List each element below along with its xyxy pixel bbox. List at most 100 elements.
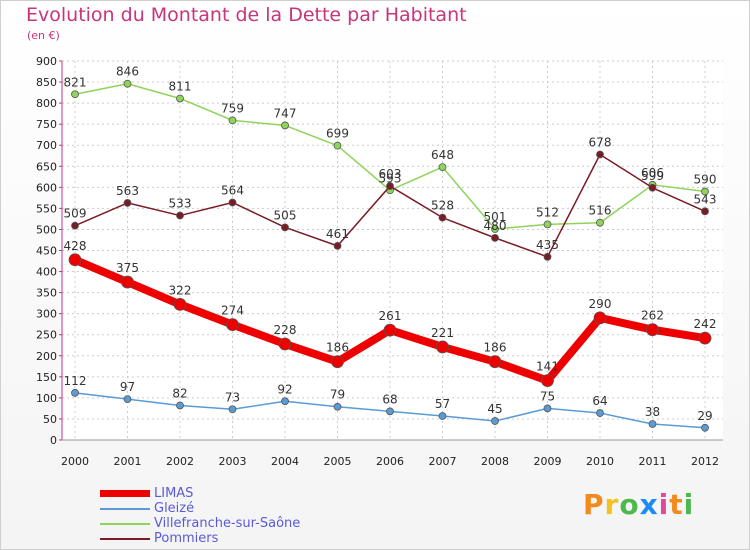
data-label: 461 <box>326 227 349 241</box>
data-label: 428 <box>64 239 87 253</box>
data-label: 528 <box>431 199 454 213</box>
legend-swatch <box>100 522 150 525</box>
data-point <box>491 417 499 425</box>
data-point <box>438 213 447 222</box>
data-point <box>173 298 187 311</box>
data-point <box>596 409 604 417</box>
data-label: 811 <box>169 79 192 93</box>
data-label: 97 <box>120 380 135 394</box>
data-label: 648 <box>431 148 454 162</box>
y-tick-label: 150 <box>36 371 57 384</box>
data-point <box>646 323 659 337</box>
data-label: 261 <box>379 309 402 323</box>
data-label: 79 <box>330 388 345 402</box>
y-tick-label: 550 <box>36 202 57 215</box>
x-tick-label: 2007 <box>429 455 457 468</box>
y-tick-label: 700 <box>36 139 57 152</box>
data-label: 92 <box>277 382 292 396</box>
data-label: 821 <box>64 75 87 89</box>
data-label: 64 <box>592 394 607 408</box>
data-label: 141 <box>536 360 559 374</box>
data-point <box>701 207 709 216</box>
data-label: 593 <box>379 171 402 185</box>
data-label: 435 <box>536 238 559 252</box>
data-label: 505 <box>274 208 297 222</box>
data-point <box>71 90 79 99</box>
data-point <box>488 355 502 369</box>
data-label: 45 <box>487 402 502 416</box>
x-tick-label: 2011 <box>639 455 667 468</box>
data-label: 68 <box>382 392 397 406</box>
data-point <box>123 199 132 207</box>
logo-letter: o <box>619 488 640 521</box>
data-label: 186 <box>326 341 349 355</box>
data-point <box>228 198 237 207</box>
x-tick-label: 2000 <box>61 455 89 468</box>
x-tick-label: 2009 <box>534 455 562 468</box>
data-point <box>438 163 447 172</box>
legend-label: Pommiers <box>154 531 219 546</box>
data-point <box>226 318 239 332</box>
chart-subtitle: (en €) <box>27 29 60 42</box>
y-tick-label: 50 <box>43 413 57 426</box>
data-point <box>701 423 709 432</box>
data-label: 57 <box>435 397 450 411</box>
legend-item: Pommiers <box>100 531 300 546</box>
y-tick-label: 800 <box>36 97 57 110</box>
legend-swatch <box>100 490 150 497</box>
data-point <box>176 211 184 220</box>
y-tick-label: 100 <box>36 392 57 405</box>
data-point <box>333 402 342 411</box>
logo-letter: i <box>658 488 670 521</box>
data-point <box>333 141 342 150</box>
data-point <box>593 311 607 325</box>
data-label: 603 <box>379 167 402 181</box>
data-point <box>68 253 82 267</box>
data-point <box>228 116 237 125</box>
data-point <box>648 420 657 428</box>
data-label: 75 <box>540 389 555 403</box>
y-tick-label: 450 <box>36 245 57 258</box>
legend-label: Villefranche-sur-Saône <box>154 516 301 531</box>
axis-layer: 0 50 100 150 200 250 300 350 400 450 500 550 600 650 7… <box>36 55 723 468</box>
data-point <box>71 388 79 397</box>
y-tick-label: 250 <box>36 329 57 342</box>
data-label: 228 <box>274 323 297 337</box>
x-tick-label: 2001 <box>114 455 142 468</box>
data-label: 759 <box>221 101 244 115</box>
data-point <box>386 407 394 416</box>
data-point <box>123 395 132 404</box>
logo-letter: x <box>639 488 659 521</box>
data-point <box>281 121 289 130</box>
legend-label: LIMAS <box>154 486 194 501</box>
data-label: 29 <box>697 409 712 423</box>
data-label: 599 <box>641 169 664 183</box>
data-point <box>701 187 709 196</box>
data-point <box>228 405 237 414</box>
legend: LIMAS Gleizé Villefranche-sur-Saône Pommier… <box>100 486 300 546</box>
y-tick-label: 750 <box>36 118 57 131</box>
x-tick-label: 2008 <box>481 455 509 468</box>
y-tick-label: 300 <box>36 308 57 321</box>
y-tick-label: 900 <box>36 55 57 68</box>
data-point <box>281 397 289 406</box>
data-label-layer: 112 97 82 73 92 79 68 57 45 75 64 38 29 821 846 811 759 7… <box>64 65 717 423</box>
data-label: 73 <box>225 390 240 404</box>
x-tick-label: 2003 <box>219 455 247 468</box>
data-point <box>491 225 499 233</box>
y-tick-label: 350 <box>36 287 57 300</box>
y-tick-label: 500 <box>36 223 57 236</box>
data-point <box>436 340 449 354</box>
data-label: 533 <box>169 197 192 211</box>
data-point <box>123 79 132 88</box>
data-label: 186 <box>484 341 507 355</box>
data-point <box>331 355 344 369</box>
data-label: 516 <box>589 204 612 218</box>
logo-letter: t <box>669 488 684 521</box>
data-label: 512 <box>536 205 559 219</box>
data-label: 846 <box>116 65 139 79</box>
data-label: 543 <box>694 192 717 206</box>
x-tick-label: 2004 <box>271 455 299 468</box>
y-tick-label: 600 <box>36 181 57 194</box>
proxiti-logo: Proxiti <box>583 488 694 521</box>
